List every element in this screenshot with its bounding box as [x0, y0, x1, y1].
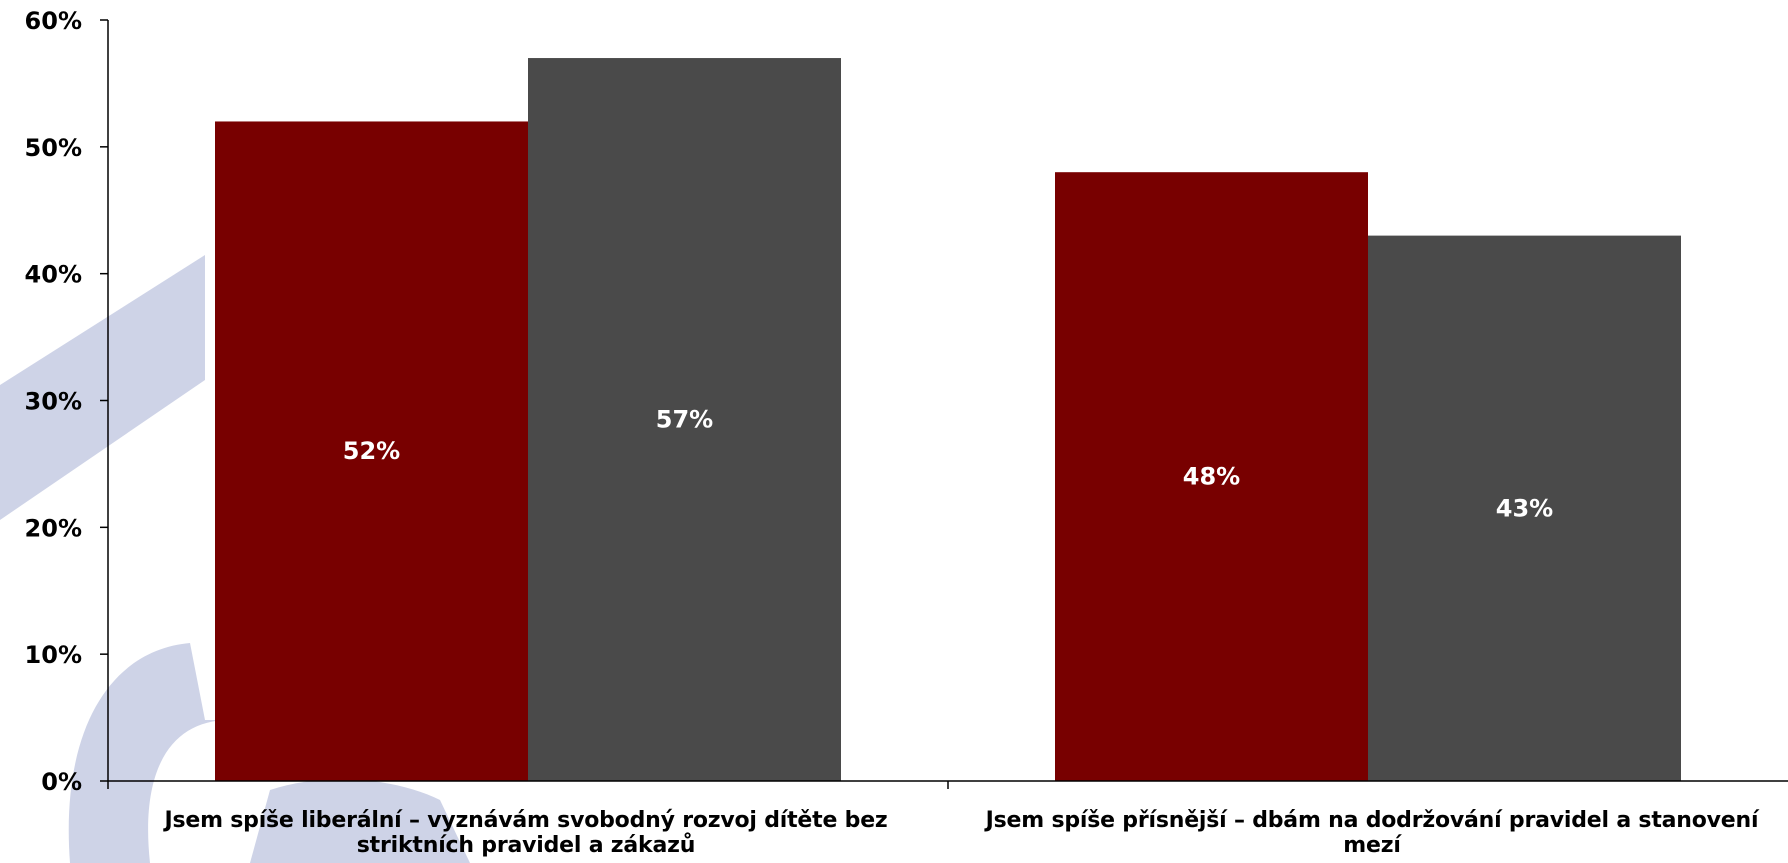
bar [215, 121, 528, 781]
bar [528, 58, 841, 782]
bar-value-label: 52% [343, 437, 400, 465]
y-tick-label: 20% [25, 514, 82, 542]
y-tick-label: 0% [41, 768, 82, 796]
watermark-shape [250, 779, 470, 863]
category-label-strict: Jsem spíše přísnější – dbám na dodržován… [985, 808, 1759, 858]
bar-value-label: 43% [1496, 494, 1553, 522]
y-tick-label: 60% [25, 7, 82, 35]
y-tick-label: 10% [25, 641, 82, 669]
watermark-logo [0, 255, 470, 863]
bar-value-label: 57% [656, 406, 713, 434]
bar [1368, 235, 1681, 781]
watermark-arc [68, 643, 231, 863]
bar [1055, 172, 1368, 781]
y-tick-label: 30% [25, 388, 82, 416]
y-tick-label: 40% [25, 261, 82, 289]
y-tick-label: 50% [25, 134, 82, 162]
category-label-liberal: Jsem spíše liberální – vyznávám svobodný… [164, 808, 888, 858]
watermark-band [0, 255, 205, 520]
bar-value-label: 48% [1183, 463, 1240, 491]
